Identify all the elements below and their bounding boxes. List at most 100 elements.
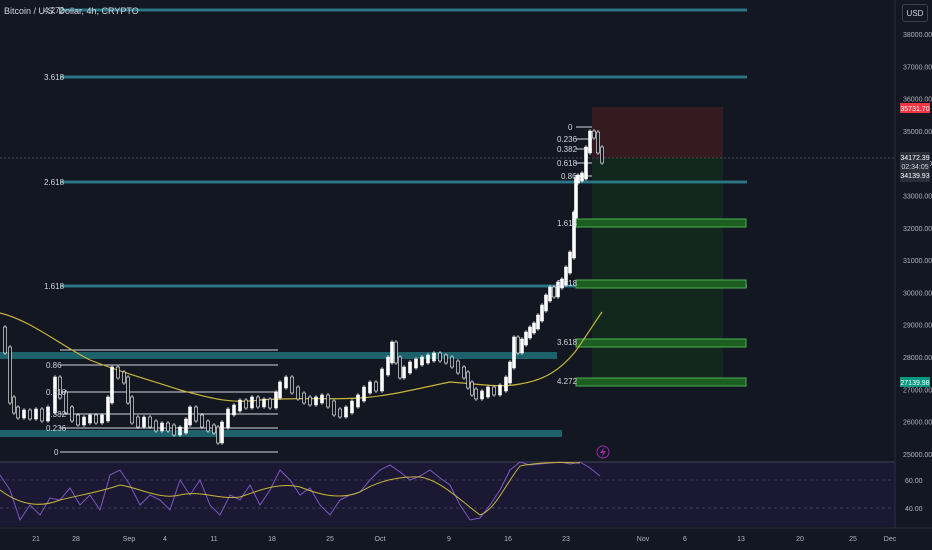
candle-body [284,376,288,389]
candle-body [504,376,508,392]
fib-ret-label: 0.86 [46,361,62,370]
candle-body [536,314,540,330]
price-tick: 36000.00 [903,97,932,104]
candle-body [350,400,354,414]
candle-body [456,360,460,374]
candle-body [498,384,502,396]
time-axis[interactable]: 21 28 Sep 4 11 18 25 Oct 9 16 23 Nov 6 13 20 25 Dec [32,536,897,543]
price-tick: 29000.00 [903,323,932,330]
candle-body [466,371,470,389]
price-tick: 25000.00 [903,452,932,459]
fib-ret-label: 0.618 [46,388,67,397]
candle-body [8,346,12,404]
candle-body [408,361,412,374]
candle-body [142,416,146,428]
candle-body [492,386,496,396]
candle-body [332,400,336,416]
candle-body [344,406,348,418]
candle-body [314,396,318,406]
candle-body [544,294,548,312]
candle-body [116,366,120,379]
candle-body [302,392,306,404]
candle-body [106,396,110,422]
price-tick: 30000.00 [903,290,932,297]
time-tick: 6 [683,536,687,543]
candle-body [160,422,164,432]
price-axis[interactable]: 38000.0037000.0036000.0035000.0034000.00… [903,32,932,459]
candle-body [122,371,126,384]
stop-price-text: 35731.70 [900,106,929,113]
candle-body [568,251,572,274]
candle-body [82,416,86,426]
candle-body [262,398,266,408]
fib-target-label: 4.272 [557,377,578,386]
candle-body [194,406,198,422]
rsi-background [0,462,895,526]
candle-body [238,399,242,412]
candle-body [576,174,580,184]
support-band[interactable] [0,430,562,437]
candle-body [53,376,57,414]
currency-button[interactable]: USD [902,4,928,22]
candle-body [256,396,260,408]
candle-body [572,211,576,259]
candle-body [28,409,32,420]
candle-body [70,406,74,422]
candle-body [200,414,204,428]
fib-ret-label: 0 [54,448,59,457]
candle-body [480,390,484,400]
price-tick: 28000.00 [903,355,932,362]
price-candles [3,129,604,445]
rsi-line [0,461,601,522]
price-tick: 27000.00 [903,387,932,394]
price-tick: 37000.00 [903,64,932,71]
candle-body [40,408,44,422]
candle-body [232,404,236,416]
target-boxes[interactable] [575,218,747,387]
lightning-icon[interactable] [596,445,610,459]
candle-body [3,326,7,354]
price-tick: 32000.00 [903,226,932,233]
candle-body [172,424,176,436]
candle-body [438,352,442,362]
take-profit-zone[interactable] [592,158,723,382]
time-tick: 13 [737,536,745,543]
resistance-band[interactable] [0,352,557,359]
candle-body [166,422,170,432]
candle-body [250,396,254,409]
candle-body [414,358,418,369]
time-tick: 18 [268,536,276,543]
current-price-tag: 34172.39 02:34:05 34139.93 [900,152,930,182]
fib-ret-label: 0.382 [46,410,67,419]
candle-body [380,368,384,392]
candle-body [100,414,104,424]
price-tick: 33000.00 [903,194,932,201]
candle-body [516,336,520,354]
candle-body [548,286,552,302]
candle-body [444,354,448,364]
candle-body [188,406,192,426]
candle-body [130,396,134,424]
candle-body [564,266,568,286]
candle-body [220,421,224,444]
candle-body [64,391,68,414]
candle-body [76,414,80,426]
candle-body [592,130,596,139]
candle-body [148,416,152,428]
candle-body [154,420,158,432]
candle-body [226,408,230,429]
stop-loss-zone[interactable] [592,107,723,158]
candle-body [308,396,312,406]
rsi-tick-40: 40.00 [905,506,923,513]
candle-body [584,146,588,180]
candle-body [402,366,406,379]
candle-body [596,131,600,154]
candle-body [12,396,16,414]
time-tick: Sep [123,536,136,543]
candle-body [244,399,248,409]
candle-body [588,130,592,154]
candle-body [432,352,436,362]
candle-body [58,376,62,399]
candle-body [46,406,50,422]
